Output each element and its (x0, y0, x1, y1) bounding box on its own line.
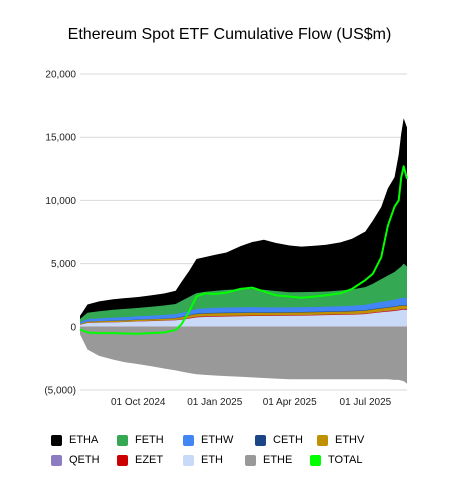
y-tick-label: 5,000 (51, 259, 76, 270)
legend-label: QETH (69, 454, 100, 466)
legend-label: EZET (135, 454, 164, 466)
y-tick-label: (5,000) (44, 386, 76, 397)
legend-label: FETH (135, 434, 164, 446)
legend-label: ETHW (201, 434, 234, 446)
legend-swatch (255, 434, 266, 446)
legend-swatch (183, 454, 194, 466)
legend-item-ceth: CETH (255, 433, 303, 447)
x-tick-label: 01 Apr 2025 (263, 397, 317, 408)
x-tick-label: 01 Oct 2024 (111, 397, 166, 408)
legend-item-ethv: ETHV (317, 433, 364, 447)
legend-swatch (117, 454, 128, 466)
legend-item-total: TOTAL (310, 453, 362, 467)
legend-item-qeth: QETH (51, 453, 100, 467)
legend-label: ETHE (263, 454, 293, 466)
legend-label: CETH (273, 434, 303, 446)
legend-item-feth: FETH (117, 433, 164, 447)
chart-title: Ethereum Spot ETF Cumulative Flow (US$m) (67, 26, 392, 43)
y-tick-label: 15,000 (45, 133, 76, 144)
legend-swatch (51, 454, 62, 466)
y-tick-label: 10,000 (45, 196, 76, 207)
legend-swatch (183, 434, 194, 446)
legend-swatch (117, 434, 128, 446)
y-tick-label: 0 (70, 322, 76, 333)
legend-label: ETH (201, 454, 223, 466)
legend-item-ezet: EZET (117, 453, 163, 467)
legend-swatch (245, 454, 256, 466)
legend-item-etha: ETHA (51, 433, 98, 447)
x-tick-label: 01 Jul 2025 (340, 397, 392, 408)
legend-label: ETHA (69, 434, 99, 446)
legend-label: ETHV (335, 434, 365, 446)
x-tick-label: 01 Jan 2025 (187, 397, 242, 408)
legend-item-ethw: ETHW (183, 433, 233, 447)
area-ethe (80, 326, 407, 384)
y-tick-label: 20,000 (45, 70, 76, 81)
area-eth (80, 309, 407, 327)
legend-item-ethe: ETHE (245, 453, 292, 467)
legend-item-eth: ETH (183, 453, 223, 467)
legend-swatch (310, 454, 321, 466)
legend-label: TOTAL (328, 454, 363, 466)
legend-swatch (317, 434, 328, 446)
line-total (79, 165, 408, 335)
area-etha (80, 118, 407, 327)
legend-swatch (51, 434, 62, 446)
